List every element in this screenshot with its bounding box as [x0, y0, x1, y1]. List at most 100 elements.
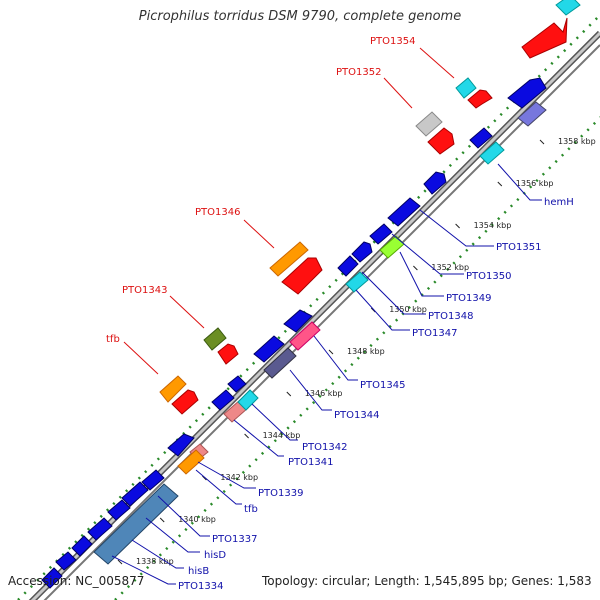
gene-PTO1342[interactable]: [237, 389, 259, 411]
outer-labels: PTO1354 PTO1352 PTO1346 PTO1343 tfb: [106, 36, 455, 375]
leader-PTO1354: [419, 47, 455, 79]
label-hisD: hisD: [204, 550, 226, 561]
gene-PTO1347[interactable]: [345, 271, 369, 293]
tick-mark: [202, 475, 207, 481]
gene-PTO1344[interactable]: [263, 347, 297, 379]
tick-label: 1346 kbp: [305, 389, 343, 398]
gene-b10[interactable]: [351, 241, 373, 263]
label-tfb-upper: tfb: [106, 334, 120, 345]
label-PTO1350: PTO1350: [466, 271, 511, 282]
gene-b9[interactable]: [337, 255, 359, 277]
label-PTO1354: PTO1354: [370, 36, 415, 47]
gene-b30[interactable]: [41, 567, 63, 589]
gene-PTO1346b[interactable]: [281, 257, 323, 295]
gene-PTO1353[interactable]: [467, 89, 493, 109]
leader-PTO1337: [157, 495, 210, 537]
outer-dotted-track: [17, 13, 600, 600]
leader-PTO1343: [169, 295, 205, 329]
gene-PTO1358[interactable]: [555, 0, 581, 16]
leader-PTO1349: [399, 251, 444, 297]
label-PTO1347: PTO1347: [412, 328, 457, 339]
tick-label: 1350 kbp: [389, 305, 427, 314]
gene-PTO1337[interactable]: [93, 483, 179, 565]
leader-PTO1339: [197, 461, 256, 489]
gene-b14[interactable]: [253, 335, 285, 363]
leader-PTO1347: [355, 289, 410, 331]
label-PTO1348: PTO1348: [428, 311, 473, 322]
tick-mark: [117, 559, 123, 565]
gene-b28[interactable]: [71, 535, 93, 557]
leader-PTO1342: [251, 403, 298, 441]
leader-PTO1351: [419, 209, 494, 247]
label-PTO1334: PTO1334: [178, 581, 223, 592]
gene-b24[interactable]: [121, 481, 149, 507]
gene-PTO1343[interactable]: [203, 327, 227, 351]
gene-b17[interactable]: [211, 389, 235, 411]
leader-PTO1348: [361, 271, 426, 315]
tick-label: 1358 kbp: [558, 137, 596, 146]
gene-b7[interactable]: [369, 223, 393, 245]
gene-hemH[interactable]: [479, 141, 505, 165]
label-hemH: hemH: [544, 197, 574, 208]
leader-PTO1341: [233, 419, 284, 457]
tick-label: 1354 kbp: [474, 221, 512, 230]
tick-mark: [455, 223, 460, 229]
label-PTO1337: PTO1337: [212, 534, 257, 545]
label-PTO1343: PTO1343: [122, 285, 167, 296]
leader-PTO1344: [289, 369, 332, 411]
gene-tfb-upper-b[interactable]: [171, 389, 199, 415]
gene-PTO1346a[interactable]: [269, 241, 309, 277]
tick-mark: [286, 391, 292, 397]
leader-PTO1350: [391, 233, 464, 275]
leader-hemH: [497, 163, 542, 201]
genome-backbone-shadow-2: [43, 44, 600, 600]
tick-label: 1344 kbp: [263, 431, 301, 440]
accession-text: Accession: NC_005877: [8, 574, 145, 588]
topology-info-text: Topology: circular; Length: 1,545,895 bp…: [262, 574, 592, 588]
gene-PTO1354[interactable]: [455, 77, 477, 99]
gene-b3[interactable]: [469, 127, 493, 149]
map-title: Picrophilus torridus DSM 9790, complete …: [138, 9, 462, 24]
tick-mark: [328, 349, 334, 355]
leader-tfb-upper: [123, 341, 159, 375]
gene-PTO1351[interactable]: [387, 197, 421, 227]
leader-PTO1352: [383, 77, 413, 109]
gene-b26[interactable]: [107, 499, 131, 521]
leader-tfb-lower: [195, 469, 242, 505]
label-PTO1339: PTO1339: [258, 488, 303, 499]
label-hisB: hisB: [188, 566, 209, 577]
tick-mark: [497, 181, 503, 187]
gene-b29[interactable]: [55, 551, 77, 571]
gene-b27[interactable]: [87, 517, 113, 541]
label-PTO1352: PTO1352: [336, 67, 381, 78]
gene-PTO1357[interactable]: [521, 17, 568, 59]
gene-PTO1352[interactable]: [415, 111, 443, 137]
label-PTO1344: PTO1344: [334, 410, 379, 421]
tick-mark: [539, 139, 545, 145]
tick-layer: 1338 kbp 1340 kbp 1342 kbp 1344 kbp 1346 kbp…: [117, 137, 596, 566]
tick-label: 1342 kbp: [220, 473, 258, 482]
gene-tfb-upper[interactable]: [159, 375, 187, 403]
tick-label: 1338 kbp: [136, 557, 174, 566]
leader-PTO1345: [313, 335, 358, 381]
label-PTO1342: PTO1342: [302, 442, 347, 453]
label-PTO1346: PTO1346: [195, 207, 240, 218]
gene-b1[interactable]: [507, 77, 547, 109]
gene-PTO1352b[interactable]: [427, 127, 455, 155]
gene-b12[interactable]: [283, 309, 313, 333]
gene-b20[interactable]: [167, 433, 195, 457]
gene-b2[interactable]: [517, 101, 547, 127]
gene-PTO1343b[interactable]: [217, 343, 239, 365]
label-PTO1341: PTO1341: [288, 457, 333, 468]
inner-labels: hemH PTO1351 PTO1350 PTO1349 PTO1348 PTO…: [111, 163, 574, 592]
gene-tfb-lower[interactable]: [177, 449, 205, 475]
gene-b5[interactable]: [423, 171, 447, 195]
gene-b23[interactable]: [141, 469, 165, 491]
leader-PTO1334: [111, 555, 176, 585]
gene-b16[interactable]: [227, 375, 247, 393]
tick-label: 1340 kbp: [178, 515, 216, 524]
gene-track-reverse: [41, 77, 547, 589]
gene-PTO1345[interactable]: [289, 321, 321, 351]
